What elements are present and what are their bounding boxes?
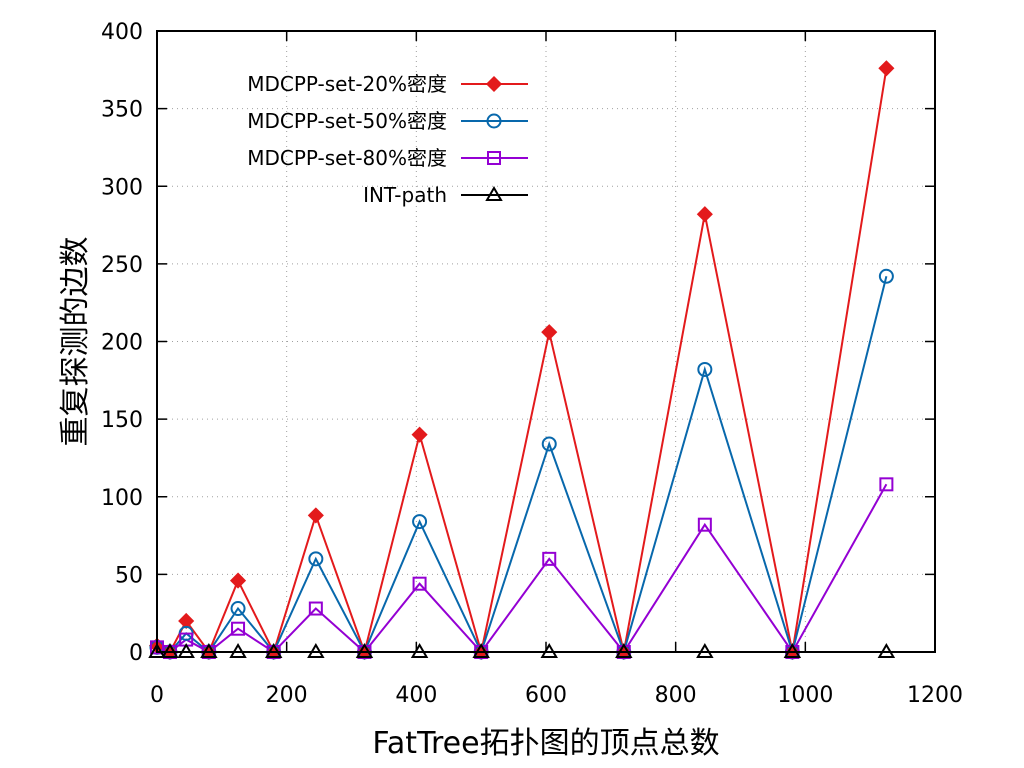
grid-lines	[157, 31, 935, 652]
diamond-marker	[878, 60, 895, 77]
y-tick-label: 250	[101, 253, 143, 278]
diamond-marker	[229, 572, 247, 589]
plot-frame	[156, 30, 936, 653]
y-tick-label: 50	[115, 563, 143, 588]
y-tick-label: 100	[101, 486, 143, 511]
legend-label: MDCPP-set-80%密度	[247, 146, 447, 170]
x-tick-label: 600	[525, 683, 567, 708]
x-tick-label: 1200	[907, 683, 963, 708]
y-tick-label: 400	[101, 20, 143, 45]
axis-ticks	[156, 30, 936, 653]
legend-label: INT-path	[363, 183, 447, 207]
y-tick-label: 200	[101, 331, 143, 356]
diamond-marker	[696, 206, 713, 223]
triangle-marker	[485, 186, 503, 201]
diamond-marker	[485, 75, 503, 93]
circle-marker	[230, 601, 246, 617]
x-tick-label: 0	[150, 683, 164, 708]
x-axis-title: FatTree拓扑图的顶点总数	[372, 726, 719, 761]
diamond-marker	[541, 324, 558, 341]
tick-labels: 0 50 100 150 200 250 300 350 400 0 200 400 600 800 100…	[101, 20, 963, 708]
y-axis-title: 重复探测的边数	[58, 237, 93, 447]
x-tick-label: 400	[395, 683, 437, 708]
legend-label: MDCPP-set-20%密度	[247, 72, 447, 96]
square-marker	[412, 576, 427, 591]
series-line	[156, 483, 888, 654]
x-tick-label: 200	[266, 683, 308, 708]
circle-marker	[541, 436, 557, 452]
square-marker	[487, 151, 501, 165]
y-tick-label: 350	[101, 98, 143, 123]
x-tick-label: 800	[655, 683, 697, 708]
square-marker	[231, 621, 246, 636]
diamond-marker	[307, 507, 324, 524]
circle-marker	[878, 268, 894, 284]
square-marker	[697, 517, 712, 532]
square-marker	[879, 477, 894, 492]
diamond-marker	[178, 612, 195, 630]
x-tick-label: 1000	[777, 683, 833, 708]
square-marker	[542, 551, 557, 566]
circle-marker	[412, 514, 428, 530]
circle-marker	[308, 551, 324, 567]
y-tick-label: 0	[129, 641, 143, 666]
legend: MDCPP-set-20%密度 MDCPP-set-50%密度 MDCPP-set-…	[247, 72, 528, 207]
square-marker	[308, 601, 323, 616]
y-tick-label: 150	[101, 408, 143, 433]
circle-marker	[697, 361, 713, 377]
diamond-marker	[411, 426, 428, 443]
circle-marker	[486, 113, 502, 129]
legend-label: MDCPP-set-50%密度	[247, 109, 447, 133]
y-tick-label: 300	[101, 175, 143, 200]
